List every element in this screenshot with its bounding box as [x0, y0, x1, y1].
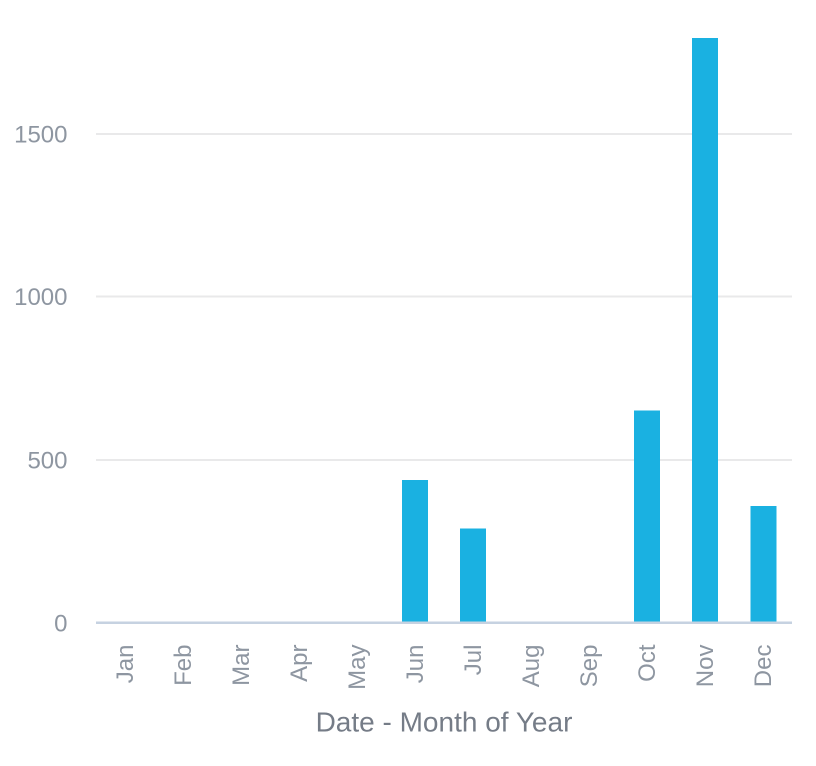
- svg-text:1500: 1500: [14, 122, 67, 149]
- svg-text:Dec: Dec: [750, 645, 777, 688]
- svg-text:Oct: Oct: [634, 644, 661, 682]
- svg-text:Jan: Jan: [112, 645, 139, 684]
- svg-text:Jul: Jul: [460, 645, 487, 676]
- svg-text:Date - Month of Year: Date - Month of Year: [316, 707, 573, 738]
- svg-text:Mar: Mar: [228, 645, 255, 686]
- svg-text:Feb: Feb: [170, 645, 197, 686]
- svg-text:0: 0: [54, 610, 67, 637]
- svg-text:1000: 1000: [14, 284, 67, 311]
- svg-text:Jun: Jun: [402, 645, 429, 684]
- svg-text:Aug: Aug: [518, 645, 545, 688]
- svg-text:500: 500: [27, 448, 67, 475]
- svg-text:May: May: [344, 645, 371, 690]
- svg-text:Nov: Nov: [692, 645, 719, 688]
- svg-text:Sep: Sep: [576, 645, 603, 688]
- svg-text:Apr: Apr: [286, 645, 313, 682]
